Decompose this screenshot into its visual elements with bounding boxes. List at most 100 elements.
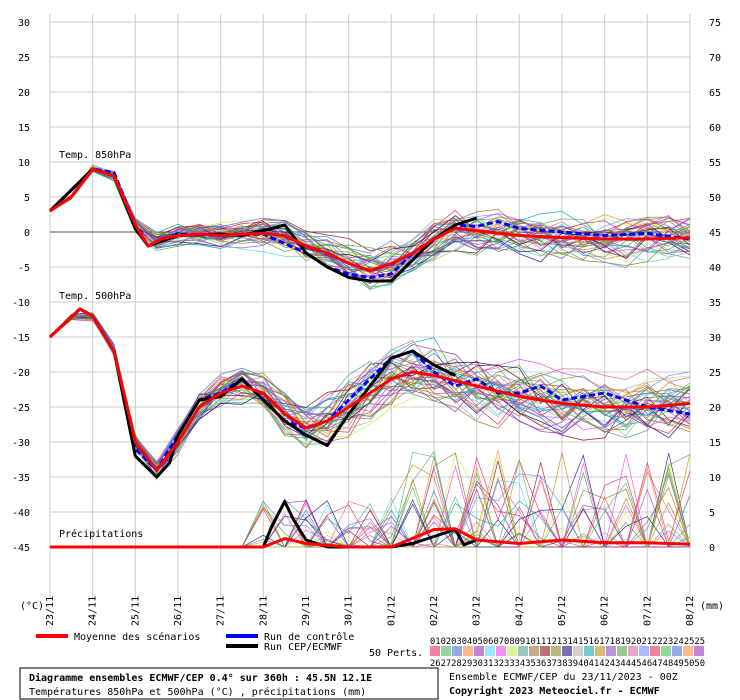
ensemble-members <box>49 164 691 549</box>
legend-oper-label: Run CEP/ECMWF <box>264 642 342 653</box>
pert-swatch <box>441 646 451 656</box>
ensemble-member-line <box>49 166 691 268</box>
ensemble-member-line <box>49 313 691 467</box>
legend: Moyenne des scénarios Run de contrôle Ru… <box>36 631 705 669</box>
legend-perts-label: 50 Perts. <box>369 648 423 659</box>
right-unit-label: (mm) <box>700 601 724 612</box>
x-tick-label: 29/11 <box>301 596 312 626</box>
right-tick-label: 60 <box>709 123 721 134</box>
precip-panel-label: Précipitations <box>59 528 143 540</box>
left-tick-label: 20 <box>18 88 30 99</box>
pert-swatch <box>617 646 627 656</box>
ensemble-member-line <box>49 166 691 272</box>
left-tick-label: -15 <box>12 333 30 344</box>
ensemble-member-line <box>49 312 691 465</box>
pert-swatch <box>628 646 638 656</box>
ensemble-member-line <box>49 170 691 273</box>
ensemble-member-line <box>49 315 691 463</box>
x-tick-label: 28/11 <box>258 596 269 626</box>
right-tick-label: 20 <box>709 403 721 414</box>
left-tick-label: -25 <box>12 403 30 414</box>
right-tick-label: 65 <box>709 88 721 99</box>
x-tick-label: 02/12 <box>429 596 440 626</box>
legend-perts-row1: 0102030405060708091011121314151617181920… <box>430 637 705 647</box>
x-tick-label: 01/12 <box>386 596 397 626</box>
left-tick-label: 5 <box>24 193 30 204</box>
pert-swatch <box>540 646 550 656</box>
main-series <box>48 167 691 549</box>
right-tick-label: 10 <box>709 473 721 484</box>
pert-swatch <box>430 646 440 656</box>
x-tick-label: 26/11 <box>173 596 184 626</box>
right-tick-label: 15 <box>709 438 721 449</box>
right-tick-label: 30 <box>709 333 721 344</box>
series-precip-moyenne-des-sc-narios <box>50 527 691 549</box>
x-tick-label: 04/12 <box>514 596 525 626</box>
pert-swatch <box>683 646 693 656</box>
x-tick-label: 03/12 <box>472 596 483 626</box>
pert-swatch <box>496 646 506 656</box>
pert-swatch <box>485 646 495 656</box>
left-tick-label: 10 <box>18 158 30 169</box>
ensemble-member-line <box>49 168 691 271</box>
right-tick-label: 40 <box>709 263 721 274</box>
x-tick-label: 05/12 <box>557 596 568 626</box>
pert-swatch <box>474 646 484 656</box>
pert-swatch <box>672 646 682 656</box>
pert-swatch <box>463 646 473 656</box>
left-tick-label: -20 <box>12 368 30 379</box>
legend-pert-swatches <box>430 646 704 656</box>
precip-member-line <box>50 480 690 548</box>
legend-control-label: Run de contrôle <box>264 631 354 643</box>
legend-mean-label: Moyenne des scénarios <box>74 631 200 643</box>
ensemble-member-line <box>49 167 691 262</box>
left-unit-label: (°C) <box>20 601 44 612</box>
right-tick-label: 25 <box>709 368 721 379</box>
x-tick-label: 08/12 <box>685 596 696 626</box>
pert-swatch <box>551 646 561 656</box>
left-tick-label: 30 <box>18 18 30 29</box>
footer-title: Diagramme ensembles ECMWF/CEP 0.4° sur 3… <box>29 672 372 684</box>
pert-swatch <box>507 646 517 656</box>
series-t850-run-cep-ecmwf <box>48 167 478 283</box>
left-tick-label: 0 <box>24 228 30 239</box>
ensemble-member-line <box>49 168 691 273</box>
ensemble-member-line <box>49 313 691 464</box>
pert-swatch <box>639 646 649 656</box>
pert-swatch <box>573 646 583 656</box>
right-tick-label: 55 <box>709 158 721 169</box>
right-tick-label: 75 <box>709 18 721 29</box>
t850-panel-label: Temp. 850hPa <box>59 150 131 161</box>
ensemble-member-line <box>49 167 691 273</box>
pert-swatch <box>650 646 660 656</box>
x-tick-label: 30/11 <box>344 596 355 626</box>
series-t850-moyenne-des-sc-narios <box>49 167 691 272</box>
chart-grid <box>49 14 691 600</box>
footer-subtitle: Températures 850hPa et 500hPa (°C) , pré… <box>29 686 366 698</box>
footer-run-info: Ensemble ECMWF/CEP du 23/11/2023 - 00Z <box>449 672 678 683</box>
right-tick-label: 0 <box>709 543 715 554</box>
x-tick-label: 23/11 <box>45 596 56 626</box>
left-tick-label: -40 <box>12 508 30 519</box>
ensemble-member-line <box>49 170 691 272</box>
left-tick-label: 25 <box>18 53 30 64</box>
pert-swatch <box>452 646 462 656</box>
pert-swatch <box>584 646 594 656</box>
ensemble-member-line <box>49 170 691 270</box>
ensemble-member-line <box>49 167 691 269</box>
pert-swatch <box>606 646 616 656</box>
ensemble-member-line <box>49 171 691 270</box>
left-tick-label: -35 <box>12 473 30 484</box>
ensemble-member-line <box>49 169 691 283</box>
right-tick-label: 50 <box>709 193 721 204</box>
axis-ticks: 23/11 24/11 25/11 26/11 27/11 28/11 29/11 30/11… <box>12 18 721 626</box>
left-tick-label: -30 <box>12 438 30 449</box>
t500-panel-label: Temp. 500hPa <box>59 291 131 302</box>
footer-copyright: Copyright 2023 Meteociel.fr - ECMWF <box>449 685 660 697</box>
x-tick-label: 07/12 <box>642 596 653 626</box>
precip-member-line <box>50 488 690 548</box>
ensemble-member-line <box>49 170 691 263</box>
left-tick-label: -5 <box>18 263 30 274</box>
left-tick-label: 15 <box>18 123 30 134</box>
